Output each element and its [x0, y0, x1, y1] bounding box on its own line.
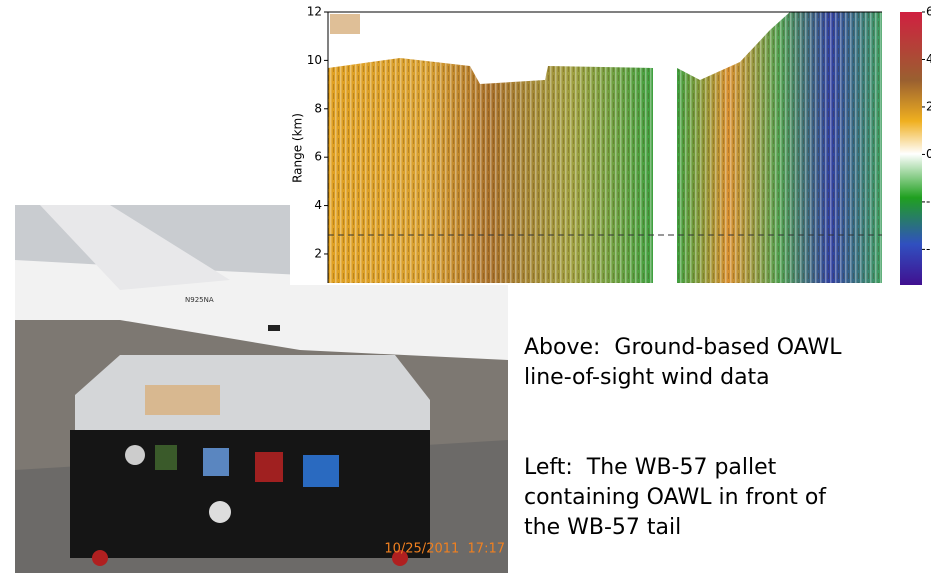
- y-axis-label: Range (km): [291, 113, 305, 183]
- emblem: [203, 448, 229, 476]
- pallet-panel: [145, 385, 220, 415]
- y-tick-label: 4: [314, 198, 322, 212]
- tail-marking: N925NA: [185, 296, 214, 304]
- y-tick-label: 10: [307, 53, 322, 67]
- colorbar-tick-label: -: [926, 242, 930, 256]
- y-tick-label: 12: [307, 5, 322, 19]
- emblem: [155, 445, 177, 470]
- timestamp: 10/25/2011 17:17: [384, 542, 505, 557]
- y-tick-label: 8: [314, 101, 322, 115]
- heatmap: [330, 14, 360, 34]
- colorbar-tick-label: -: [926, 194, 930, 208]
- emblem: [125, 445, 145, 465]
- pallet-top: [75, 355, 430, 440]
- lidar-plot: Range (km) 2 4 6 8 10 12 6 4 2 0 - -: [290, 4, 931, 285]
- wheel: [392, 550, 408, 566]
- colorbar-tick-label: 4: [926, 52, 931, 66]
- colorbar-tick-label: 6: [926, 5, 931, 19]
- plane-tail: [40, 205, 230, 290]
- pallet-body: [70, 430, 430, 558]
- emblem: [303, 455, 339, 487]
- heatmap-texture: [328, 58, 653, 283]
- colorbar-tick-label: 0: [926, 147, 931, 161]
- caption: Above: Ground-based OAWL line-of-sight w…: [524, 335, 849, 390]
- colorbar-tick-label: 2: [926, 99, 931, 113]
- caption: Left: The WB-57 pallet containing OAWL i…: [524, 455, 834, 540]
- emblem: [209, 501, 231, 523]
- colorbar: [900, 12, 922, 285]
- emblem: [255, 452, 283, 482]
- y-tick-label: 6: [314, 150, 322, 164]
- wheel: [92, 550, 108, 566]
- panel: [268, 325, 280, 331]
- y-tick-label: 2: [314, 246, 322, 260]
